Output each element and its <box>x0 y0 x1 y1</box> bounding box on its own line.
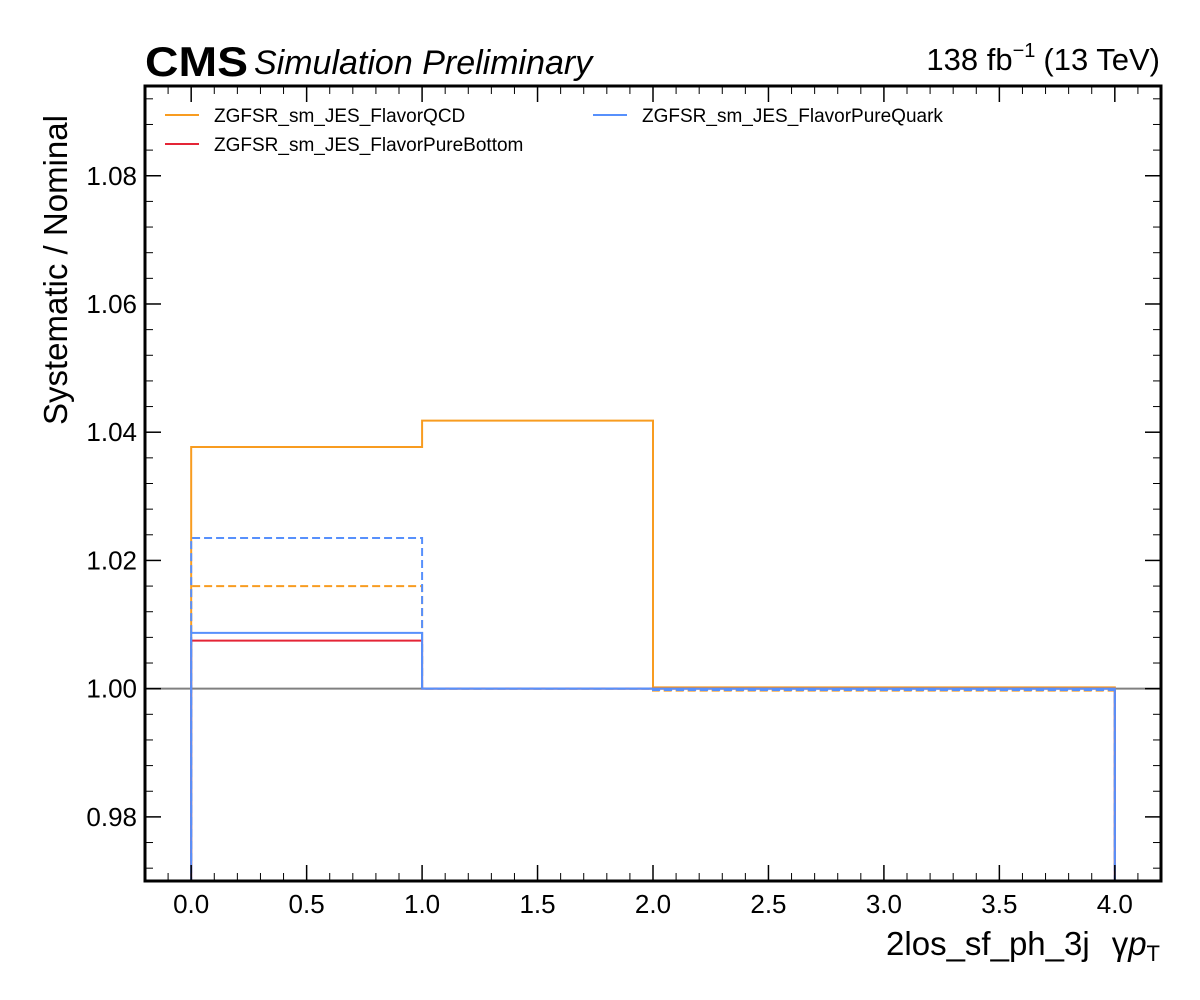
x-tick-label: 1.5 <box>519 889 555 919</box>
legend-label-3: ZGFSR_sm_JES_FlavorPureQuark <box>642 106 943 127</box>
y-axis-title: Systematic / Nominal <box>37 115 74 425</box>
x-tick-label: 4.0 <box>1097 889 1133 919</box>
x-axis-title: 2los_sf_ph_3j γpT <box>886 925 1160 966</box>
x-axis-subscript: T <box>1147 941 1160 966</box>
experiment-label: CMS <box>145 38 248 85</box>
luminosity-label: 138 fb−1 (13 TeV) <box>926 40 1160 77</box>
x-tick-label: 1.0 <box>404 889 440 919</box>
y-tick-label: 1.02 <box>86 545 137 575</box>
series-line-4 <box>190 536 1116 881</box>
y-tick-label: 1.04 <box>86 417 137 447</box>
x-tick-label: 0.0 <box>173 889 209 919</box>
y-tick-label: 1.06 <box>86 289 137 319</box>
legend: ZGFSR_sm_JES_FlavorQCD ZGFSR_sm_JES_Flavo… <box>165 106 943 156</box>
x-tick-label: 0.5 <box>289 889 325 919</box>
y-tick-label: 1.08 <box>86 161 137 191</box>
series-line-0 <box>190 419 1116 881</box>
lumi-exponent: −1 <box>1013 40 1036 62</box>
x-axis-variable: γ <box>1112 925 1129 962</box>
series-layer <box>190 419 1116 881</box>
legend-label-0: ZGFSR_sm_JES_FlavorQCD <box>214 106 465 127</box>
axes: 0.0 0.5 1.0 1.5 2.0 2.5 3.0 3.5 4.0 0.98 1.00 1.02 1… <box>86 84 1163 919</box>
x-tick-label: 3.0 <box>866 889 902 919</box>
legend-label-2: ZGFSR_sm_JES_FlavorPureBottom <box>214 135 523 156</box>
x-tick-label: 3.5 <box>981 889 1017 919</box>
status-label: Simulation Preliminary <box>254 44 594 82</box>
x-tick-label: 2.0 <box>635 889 671 919</box>
energy-label: (13 TeV) <box>1043 42 1160 77</box>
y-tick-label: 1.00 <box>86 674 137 704</box>
lumi-value: 138 fb <box>926 42 1012 77</box>
x-axis-region: 2los_sf_ph_3j <box>886 925 1090 962</box>
y-tick-label: 0.98 <box>86 802 137 832</box>
x-tick-label: 2.5 <box>750 889 786 919</box>
x-axis-p: p <box>1127 925 1146 962</box>
